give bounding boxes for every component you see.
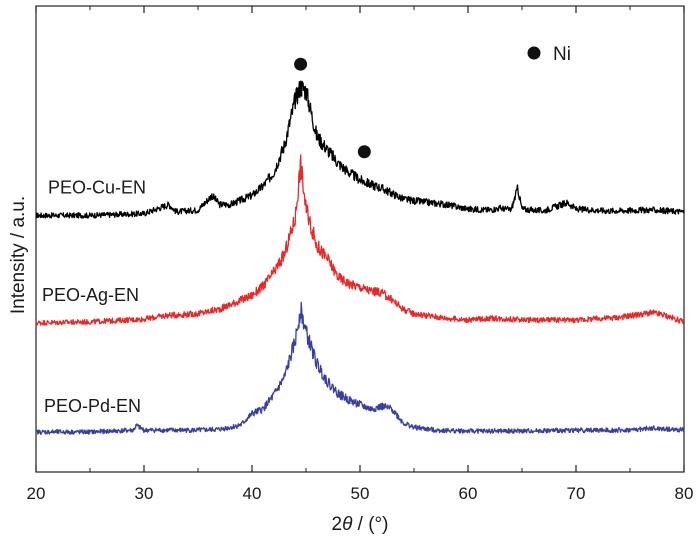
x-tick-label: 80 [675,484,694,503]
legend: Ni [527,44,571,65]
series-line [35,301,685,435]
series-label: PEO-Ag-EN [42,285,139,305]
series-line [35,80,685,219]
peak-markers [294,57,371,159]
series-line [35,154,685,326]
series-label: PEO-Pd-EN [44,396,141,416]
x-tick-label: 60 [459,484,478,503]
x-tick-label: 40 [243,484,262,503]
x-tick-label: 70 [567,484,586,503]
x-axis-title: 2θ / (°) [332,514,389,535]
ni-peak-marker-icon [294,57,308,71]
x-axis-title-symbol: θ [342,514,353,535]
series-labels: PEO-Cu-EN PEO-Ag-EN PEO-Pd-EN [42,177,146,416]
x-axis-title-suffix: / (°) [352,514,388,535]
legend-marker-icon [527,46,541,60]
x-tick-label: 30 [135,484,154,503]
x-axis-title-prefix: 2 [332,514,343,535]
x-axis-tick-labels: 20 30 40 50 60 70 80 [27,484,694,503]
ni-peak-marker-icon [357,145,371,159]
series-label: PEO-Cu-EN [48,177,146,197]
y-axis-title: Intensity / a.u. [8,196,29,314]
x-tick-label: 20 [27,484,46,503]
x-axis-ticks [35,6,685,472]
series-layer [35,80,685,435]
legend-label: Ni [553,44,571,65]
x-tick-label: 50 [351,484,370,503]
